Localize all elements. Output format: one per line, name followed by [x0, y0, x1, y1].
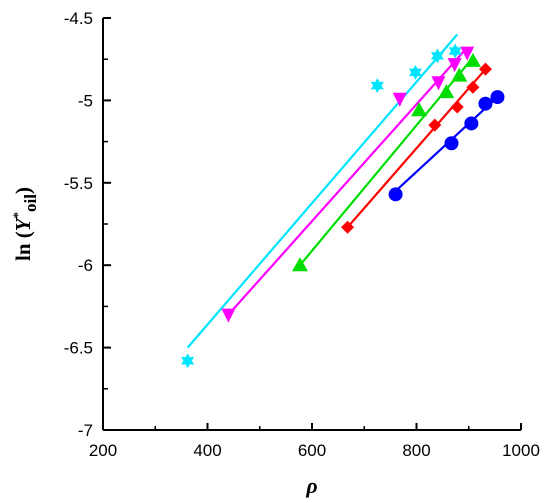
y-axis-title-main: Y [11, 216, 35, 231]
data-point-triangle-down-1 [221, 308, 236, 323]
data-point-triangle-down-3 [431, 76, 446, 91]
data-point-triangle-down-2 [392, 92, 407, 107]
data-point-circle-1 [388, 187, 403, 202]
y-tick-label: -6.5 [64, 339, 93, 358]
data-point-star-5 [448, 43, 462, 59]
x-tick-label: 1000 [502, 441, 540, 460]
fit-line-triangle-down [227, 46, 469, 316]
y-axis-title: ln (Y*oil) [10, 187, 40, 261]
x-tick-label: 800 [402, 441, 430, 460]
y-tick-label: -5.5 [64, 174, 93, 193]
fit-line-star [186, 33, 459, 349]
x-tick-label: 200 [89, 441, 117, 460]
y-axis-title-subscript: oil [21, 194, 40, 212]
y-tick-label: -4.5 [64, 9, 93, 28]
data-point-diamond-2 [428, 118, 442, 132]
x-tick-label: 400 [193, 441, 221, 460]
y-axis-title-superscript: * [10, 212, 25, 219]
data-point-circle-5 [490, 90, 505, 105]
y-tick-label: -6 [78, 256, 93, 275]
fit-lines [186, 33, 499, 349]
data-point-triangle-up-1 [291, 257, 308, 272]
data-point-star-1 [181, 353, 195, 369]
y-tick-label: -5 [78, 91, 93, 110]
data-point-diamond-5 [478, 62, 492, 76]
data-point-star-3 [408, 64, 422, 80]
axis-ticks: 200 400 600 800 1000 -7 -6.5 -6 -5.5 -5 -4.5 [64, 9, 540, 460]
x-axis-title: ρ [305, 473, 317, 498]
data-point-circle-3 [464, 116, 479, 131]
data-point-triangle-down-5 [460, 46, 475, 61]
data-point-triangle-down-4 [447, 58, 462, 73]
data-point-triangle-up-5 [464, 52, 481, 67]
data-point-circle-4 [478, 96, 493, 111]
data-markers [181, 43, 505, 369]
data-point-star-4 [430, 48, 444, 64]
y-axis-title-suffix: ) [11, 187, 35, 194]
y-tick-label: -7 [78, 421, 93, 440]
data-point-circle-2 [444, 136, 459, 151]
data-point-diamond-3 [450, 100, 464, 114]
data-point-triangle-up-2 [411, 102, 428, 117]
y-axis-title-prefix: ln ( [11, 231, 35, 261]
data-point-triangle-up-3 [438, 84, 455, 99]
data-point-star-2 [370, 78, 384, 94]
data-point-triangle-up-4 [451, 67, 468, 82]
fit-line-diamond [346, 66, 488, 229]
data-point-diamond-1 [341, 220, 355, 234]
data-point-diamond-4 [466, 80, 480, 94]
x-tick-label: 600 [298, 441, 326, 460]
